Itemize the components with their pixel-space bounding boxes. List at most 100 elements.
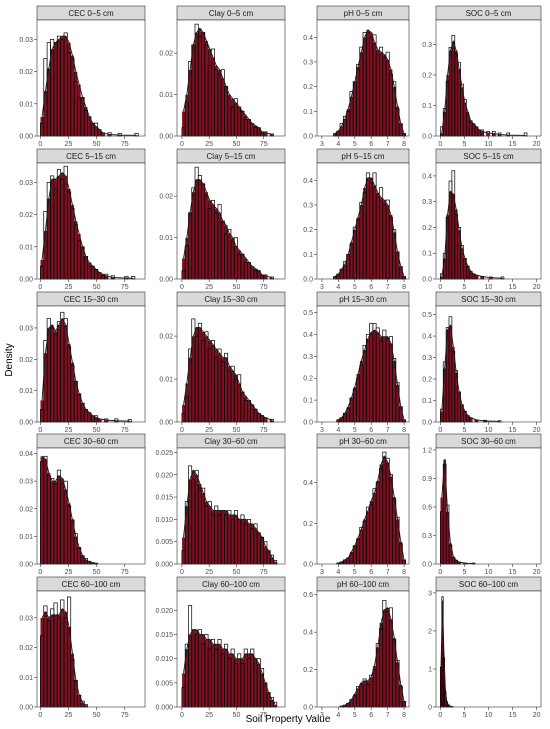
histogram-bar xyxy=(247,262,251,280)
y-axis-title: Density xyxy=(4,343,15,376)
histogram-bar xyxy=(443,258,447,280)
y-tick-label: 0.02 xyxy=(159,334,173,341)
density-line xyxy=(41,455,97,564)
histogram-bar xyxy=(356,66,360,137)
y-tick-label: 2 xyxy=(428,628,432,635)
histogram-bar xyxy=(84,256,88,280)
histogram-bar xyxy=(333,133,337,137)
histogram-bar xyxy=(234,245,238,280)
histogram-bar xyxy=(237,106,241,137)
histogram-bar xyxy=(194,179,199,280)
x-tick-label: 15 xyxy=(509,284,517,291)
histogram-bar xyxy=(389,343,393,423)
histogram-bar xyxy=(230,653,235,708)
panel-border xyxy=(36,447,146,565)
x-tick-label: 5 xyxy=(353,569,357,576)
panel-border xyxy=(316,590,410,708)
x-tick-label: 25 xyxy=(205,284,213,291)
x-tick-label: 3 xyxy=(320,712,324,719)
histogram-bar xyxy=(207,48,212,137)
density-line xyxy=(41,35,137,136)
histogram-bar xyxy=(221,220,225,280)
y-tick-label: 0.4 xyxy=(303,35,313,42)
histogram-bar xyxy=(372,42,377,137)
y-tick-label: 0.4 xyxy=(303,480,313,487)
histogram-bar xyxy=(448,50,453,137)
x-tick-label: 0 xyxy=(38,141,42,148)
histogram-bar xyxy=(250,266,255,280)
histogram-bar xyxy=(402,133,406,137)
histogram-bar xyxy=(389,214,393,280)
y-tick-label: 0.2 xyxy=(303,376,313,383)
y-tick-label: 0.020 xyxy=(155,608,173,615)
y-tick-label: 0.0 xyxy=(303,420,313,427)
x-tick-label: 4 xyxy=(336,284,340,291)
histogram-bar xyxy=(362,37,367,137)
histogram-bar xyxy=(359,360,364,423)
panel-title: SOC 0–5 cm xyxy=(466,9,512,18)
histogram-bar xyxy=(181,258,186,280)
x-tick-label: 6 xyxy=(369,427,373,434)
histogram-bar xyxy=(471,123,476,137)
panel-title: Clay 30–60 cm xyxy=(204,437,258,446)
x-tick-label: 8 xyxy=(402,569,406,576)
histogram-bar xyxy=(50,324,55,423)
x-tick-label: 4 xyxy=(336,427,340,434)
y-tick-label: 0.4 xyxy=(422,173,432,180)
histogram-bar xyxy=(352,81,357,137)
density-line xyxy=(334,177,405,277)
x-tick-label: 0 xyxy=(180,141,184,148)
histogram-bar xyxy=(372,665,377,708)
x-tick-label: 50 xyxy=(93,427,101,434)
x-tick-label: 6 xyxy=(369,712,373,719)
histogram-bar xyxy=(443,111,447,137)
density-line xyxy=(41,172,134,279)
y-tick-label: 0.010 xyxy=(155,517,173,524)
y-tick-label: 0.1 xyxy=(303,398,313,405)
y-tick-label: 0.1 xyxy=(422,251,432,258)
x-tick-label: 6 xyxy=(369,284,373,291)
x-tick-label: 15 xyxy=(509,712,517,719)
histogram-bar xyxy=(385,204,390,280)
x-axis-title: Soil Property Value xyxy=(246,714,331,725)
histogram-bar xyxy=(366,177,370,280)
histogram-bar xyxy=(63,489,68,565)
histogram-bar xyxy=(70,55,75,137)
panel: CEC 60–100 cm 0.00 0.01 0.02 0.03 0 25 50 75 xyxy=(19,576,146,719)
x-tick-label: 10 xyxy=(485,569,493,576)
histogram-bar xyxy=(362,349,367,423)
y-tick-label: 0.00 xyxy=(19,277,33,284)
histogram-bar xyxy=(80,97,85,137)
histogram-bar xyxy=(191,191,196,280)
histogram-bar xyxy=(359,682,364,708)
histogram-bar xyxy=(359,204,364,280)
histogram-bar xyxy=(451,193,455,280)
histogram-bar xyxy=(366,29,370,137)
histogram-bar xyxy=(211,643,215,708)
density-line xyxy=(441,39,526,136)
histogram-bar xyxy=(382,54,387,137)
histogram-bar xyxy=(214,643,219,708)
panel: pH 60–100 cm 0.0 0.2 0.4 0.6 3 4 5 6 7 8 xyxy=(303,576,410,719)
histogram-bar xyxy=(201,634,205,708)
y-tick-label: 0.03 xyxy=(19,615,33,622)
x-tick-label: 75 xyxy=(121,427,129,434)
histogram-bar xyxy=(234,374,238,423)
x-tick-label: 10 xyxy=(485,141,493,148)
panel-border xyxy=(316,305,410,423)
histogram-bar xyxy=(57,614,61,708)
histogram-bar xyxy=(63,175,68,280)
histogram-bar xyxy=(247,400,251,423)
x-tick-label: 0 xyxy=(180,569,184,576)
histogram-bar xyxy=(398,406,403,423)
density-line xyxy=(338,455,405,564)
y-tick-label: 0.015 xyxy=(155,495,173,502)
histogram-bar xyxy=(40,259,44,280)
x-tick-label: 50 xyxy=(233,569,241,576)
histogram-bar xyxy=(369,676,374,708)
y-tick-label: 0.1 xyxy=(422,398,432,405)
histogram-bar xyxy=(385,336,390,423)
x-tick-label: 5 xyxy=(353,712,357,719)
density-line xyxy=(441,190,503,279)
histogram-bar xyxy=(217,69,222,137)
